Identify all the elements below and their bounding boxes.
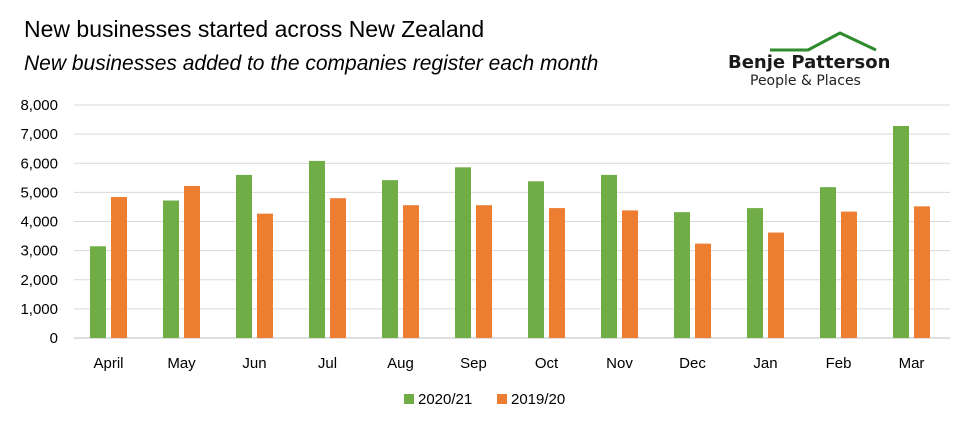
x-tick-label: Sep <box>460 355 487 372</box>
legend-swatch-2020-21 <box>404 394 414 404</box>
legend-swatch-2019-20 <box>497 394 507 404</box>
y-tick-label: 3,000 <box>20 243 58 260</box>
bar-2019-20 <box>330 198 346 338</box>
bar-2020-21 <box>90 246 106 338</box>
roof-icon <box>770 31 877 52</box>
x-tick-label: May <box>167 355 196 372</box>
y-tick-label: 4,000 <box>20 214 58 231</box>
bar-2020-21 <box>163 200 179 338</box>
y-tick-label: 7,000 <box>20 126 58 143</box>
bar-2020-21 <box>674 212 690 338</box>
bar-2020-21 <box>455 167 471 338</box>
bar-2019-20 <box>257 213 273 338</box>
bar-2020-21 <box>528 181 544 338</box>
bar-2019-20 <box>695 243 711 338</box>
chart-subtitle: New businesses added to the companies re… <box>24 52 599 75</box>
x-tick-label: April <box>93 355 123 372</box>
y-tick-label: 5,000 <box>20 184 58 201</box>
logo-name: Benje Patterson <box>728 52 891 73</box>
bar-2019-20 <box>768 232 784 338</box>
x-tick-label: Oct <box>535 355 559 372</box>
x-tick-label: Jan <box>753 355 777 372</box>
x-tick-label: Feb <box>826 355 852 372</box>
logo-tagline: People & Places <box>750 73 861 89</box>
bar-2020-21 <box>601 174 617 338</box>
bar-2019-20 <box>184 185 200 338</box>
bar-2020-21 <box>893 125 909 338</box>
y-tick-label: 8,000 <box>20 97 58 114</box>
x-tick-label: Nov <box>606 355 633 372</box>
chart-title: New businesses started across New Zealan… <box>24 16 485 42</box>
bar-2019-20 <box>476 205 492 338</box>
legend-label-2019-20: 2019/20 <box>511 391 565 408</box>
bar-2019-20 <box>622 210 638 338</box>
x-tick-label: Dec <box>679 355 706 372</box>
bar-2020-21 <box>747 208 763 338</box>
bar-2019-20 <box>111 197 127 338</box>
bar-2020-21 <box>236 174 252 338</box>
y-tick-label: 6,000 <box>20 155 58 172</box>
y-tick-label: 0 <box>50 330 58 347</box>
bar-2020-21 <box>309 160 325 338</box>
legend-label-2020-21: 2020/21 <box>418 391 472 408</box>
x-tick-label: Mar <box>899 355 925 372</box>
bar-2020-21 <box>382 180 398 338</box>
x-tick-label: Jun <box>242 355 266 372</box>
bar-2019-20 <box>914 206 930 338</box>
bar-2019-20 <box>549 208 565 338</box>
brand-logo: Benje Patterson People & Places <box>728 30 898 92</box>
y-tick-label: 1,000 <box>20 301 58 318</box>
bar-2020-21 <box>820 187 836 338</box>
bar-2019-20 <box>841 211 857 338</box>
x-tick-label: Jul <box>318 355 337 372</box>
x-tick-label: Aug <box>387 355 414 372</box>
y-tick-label: 2,000 <box>20 272 58 289</box>
bar-2019-20 <box>403 205 419 338</box>
